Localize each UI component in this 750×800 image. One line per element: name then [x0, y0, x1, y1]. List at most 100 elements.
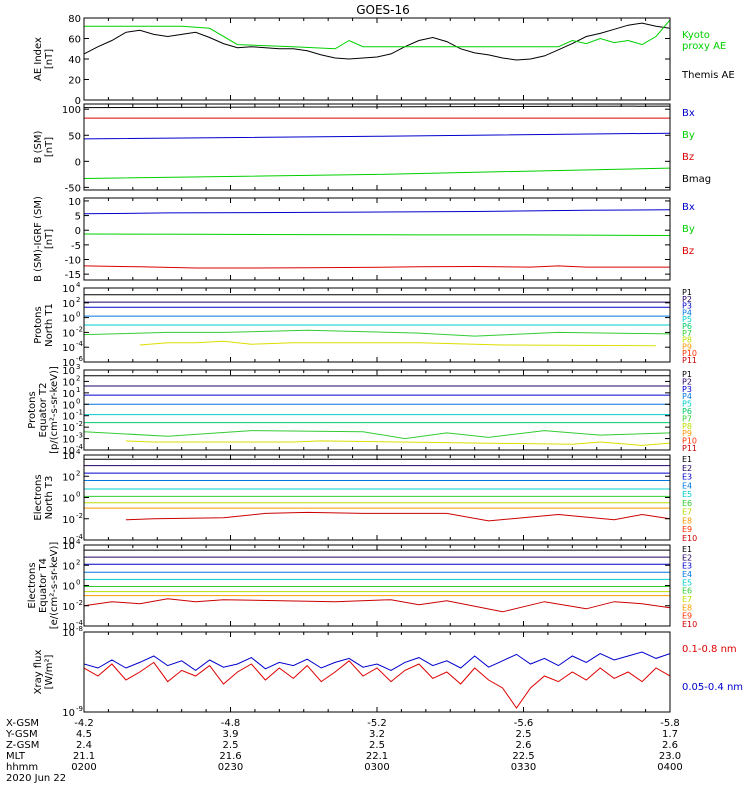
panel-6-legend-e8: E8 [682, 516, 692, 525]
panel-5-ytick-label: 10 [62, 366, 75, 377]
panel-1-ytick-label: 40 [68, 55, 81, 66]
panel-3-series-2 [84, 233, 670, 236]
panel-8-ytick-label: 10 [62, 708, 75, 719]
panel-5-legend-p6: P6 [682, 407, 692, 416]
panel-7-ytick-label: 10 [62, 561, 75, 572]
panel-2-ylabel: [nT] [44, 137, 55, 157]
x-axis-value: 0400 [657, 762, 682, 773]
panel-3-ytick-label: 10 [68, 197, 81, 208]
panel-6-ytick-label: 10 [62, 494, 75, 505]
panel-5-legend-p10: P10 [682, 437, 697, 446]
panel-5-legend-p5: P5 [682, 400, 692, 409]
panel-7-ytick-label: 10 [62, 582, 75, 593]
panel-8-legend-0-1-0-8-nm: 0.1-0.8 nm [682, 644, 737, 655]
x-axis-value: -5.2 [367, 718, 387, 729]
panel-4-series-6 [84, 329, 670, 337]
panel-2-series-3 [84, 132, 670, 140]
panel-5-frame [83, 369, 671, 451]
panel-3-legend-bz: Bz [682, 246, 694, 257]
panel-3-ylabel: [nT] [44, 229, 55, 249]
panel-5-legend-p7: P7 [682, 414, 692, 423]
panel-5-ytick-label: 10 [62, 412, 75, 423]
panel-5-ytick-exponent: -1 [76, 409, 83, 417]
x-axis-value: -4.8 [221, 718, 241, 729]
panel-4-legend-p4: P4 [682, 308, 692, 317]
panel-2-legend-bx: Bx [682, 108, 695, 119]
x-axis-row-label: Z-GSM [6, 740, 39, 751]
panel-6-legend-e1: E1 [682, 455, 692, 464]
x-axis-row-label: hhmm [6, 762, 38, 773]
panel-8-ytick-exponent: -9 [76, 705, 83, 713]
panel-8-series-1 [84, 651, 670, 672]
panel-5-ytick-label: 10 [62, 377, 75, 388]
panel-3-legend-by: By [682, 224, 695, 235]
panel-8-ylabel: Xray flux [33, 650, 44, 695]
panel-6-series-9 [125, 511, 670, 522]
panel-1-legend-kyoto: Kyoto [682, 30, 710, 41]
panel-4-ytick-label: 10 [62, 284, 75, 295]
panel-7-ylabel: Electrons [27, 562, 38, 608]
panel-3-ytick-label: -15 [65, 270, 81, 281]
x-axis-value: 2.6 [516, 740, 532, 751]
panel-3-ytick-label: 0 [75, 226, 81, 237]
panel-4-legend-p2: P2 [682, 295, 692, 304]
x-axis-value: 2.5 [369, 740, 385, 751]
x-axis-value: 21.1 [73, 751, 95, 762]
panel-5-legend-p1: P1 [682, 370, 692, 379]
panel-4-legend-p8: P8 [682, 336, 692, 345]
panel-7-ytick-exponent: 2 [76, 558, 80, 566]
panel-8-ytick-exponent: -8 [76, 625, 83, 633]
panel-7-legend-e5: E5 [682, 578, 692, 587]
panel-2-ytick-label: -50 [65, 183, 81, 194]
panel-6-frame [83, 454, 671, 541]
panel-5-ytick-label: 10 [62, 389, 75, 400]
panel-3-ytick-label: 5 [75, 212, 81, 223]
panel-2-ytick-label: 100 [62, 105, 81, 116]
x-axis-row-label: MLT [6, 751, 26, 762]
panel-1-ylabel: AE Index [33, 37, 44, 81]
x-axis-row-label: X-GSM [6, 718, 39, 729]
panel-1-ytick-label: 0 [75, 96, 81, 107]
x-axis-value: 22.1 [366, 751, 388, 762]
panel-7-ytick-label: 10 [62, 602, 75, 613]
panel-7-legend-e2: E2 [682, 553, 692, 562]
x-axis-value: 0230 [218, 762, 243, 773]
panel-2-series-4 [84, 167, 670, 179]
panel-5-legend-p8: P8 [682, 422, 692, 431]
panel-6-legend-e4: E4 [682, 481, 692, 490]
panel-6-legend-e7: E7 [682, 508, 692, 517]
panel-4-legend-p6: P6 [682, 322, 692, 331]
panel-7-ylabel: [e/(cm²-s-sr-keV)] [49, 542, 60, 630]
panel-8-ytick-label: 10 [62, 628, 75, 639]
x-axis-date: 2020 Jun 22 [6, 773, 66, 784]
panel-7-legend-e9: E9 [682, 612, 692, 621]
panel-5-series-7 [84, 430, 670, 440]
panel-5-series-8 [125, 440, 670, 446]
panel-7-ytick-label: 10 [62, 622, 75, 633]
panel-1-series-1 [84, 22, 670, 61]
panel-7-legend-e10: E10 [682, 620, 697, 629]
panel-4-legend-p3: P3 [682, 302, 692, 311]
panel-4-legend-p10: P10 [682, 349, 697, 358]
panel-7-legend-e4: E4 [682, 570, 692, 579]
panel-3-series-3 [84, 265, 670, 269]
x-axis-value: 4.5 [76, 729, 92, 740]
panel-7-legend-e7: E7 [682, 595, 692, 604]
x-axis-value: 0200 [71, 762, 96, 773]
panel-6-ytick-exponent: 2 [76, 469, 80, 477]
panel-5-ytick-label: 10 [62, 446, 75, 457]
x-axis-value: 2.6 [662, 740, 678, 751]
panel-5-ylabel: Equator T2 [38, 383, 49, 438]
panel-7-ylabel: Equator T4 [38, 558, 49, 613]
panel-1-frame [83, 17, 671, 101]
figure-title: GOES-16 [356, 3, 410, 17]
panel-4-legend-p11: P11 [682, 356, 697, 365]
panel-1-ytick-label: 20 [68, 76, 81, 87]
panel-6-ylabel: Electrons [33, 474, 44, 520]
panel-7-legend-e3: E3 [682, 562, 692, 571]
panel-5-ylabel: [p/(cm²-s-sr-keV)] [49, 366, 60, 454]
